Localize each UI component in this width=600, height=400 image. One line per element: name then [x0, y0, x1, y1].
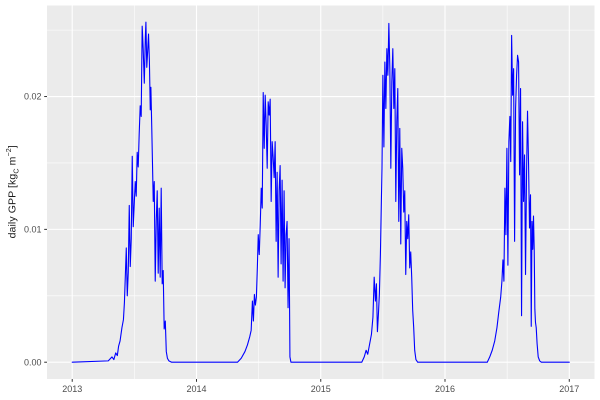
x-tick-label: 2016 [435, 384, 455, 394]
y-tick-label: 0.01 [24, 225, 42, 235]
x-tick-label: 2014 [186, 384, 206, 394]
x-tick-label: 2015 [311, 384, 331, 394]
x-tick-label: 2017 [559, 384, 579, 394]
gpp-line [71, 21, 570, 363]
y-tick-label: 0.00 [24, 357, 42, 367]
y-tick-label: 0.02 [24, 92, 42, 102]
x-tick-label: 2013 [62, 384, 82, 394]
